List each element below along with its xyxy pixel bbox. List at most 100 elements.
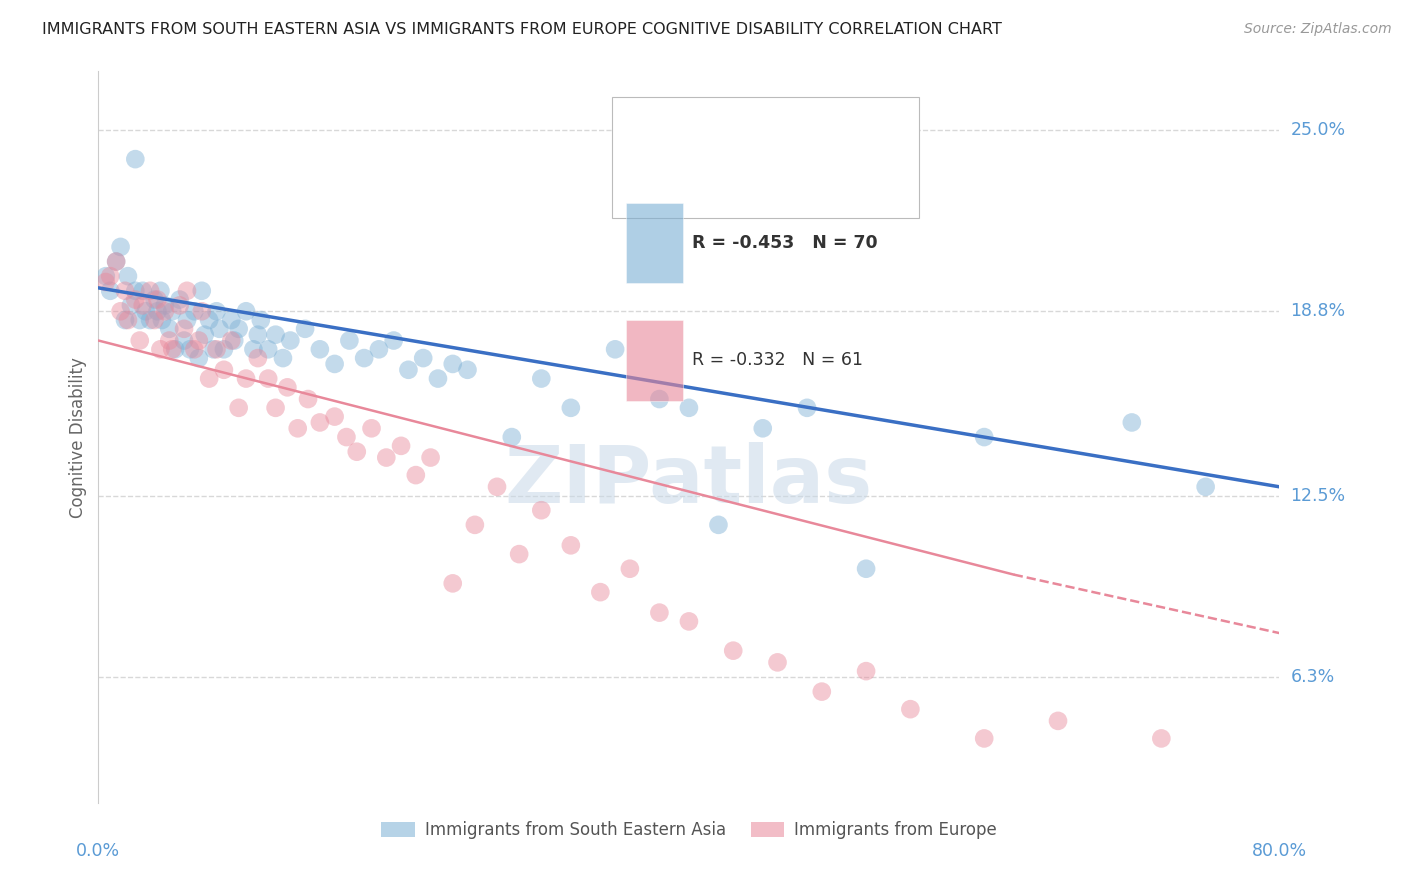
Point xyxy=(198,371,221,385)
Point xyxy=(294,322,316,336)
Text: ZIPatlas: ZIPatlas xyxy=(505,442,873,520)
Point xyxy=(346,444,368,458)
Point xyxy=(191,284,214,298)
Point xyxy=(191,304,214,318)
Point xyxy=(194,327,217,342)
Point xyxy=(560,401,582,415)
Point xyxy=(98,284,121,298)
Point xyxy=(110,304,132,318)
Point xyxy=(128,334,150,348)
Text: R = -0.332   N = 61: R = -0.332 N = 61 xyxy=(693,351,863,369)
Point xyxy=(560,538,582,552)
Point xyxy=(105,254,128,268)
Point xyxy=(309,416,332,430)
Point xyxy=(280,334,302,348)
Point xyxy=(530,371,553,385)
Text: IMMIGRANTS FROM SOUTH EASTERN ASIA VS IMMIGRANTS FROM EUROPE COGNITIVE DISABILIT: IMMIGRANTS FROM SOUTH EASTERN ASIA VS IM… xyxy=(42,22,1002,37)
Point xyxy=(855,562,877,576)
Text: 6.3%: 6.3% xyxy=(1291,668,1334,686)
Point xyxy=(368,343,391,357)
Point xyxy=(143,313,166,327)
Point xyxy=(678,615,700,629)
Point xyxy=(205,304,228,318)
Legend: Immigrants from South Eastern Asia, Immigrants from Europe: Immigrants from South Eastern Asia, Immi… xyxy=(374,814,1004,846)
Point xyxy=(224,334,246,348)
Point xyxy=(382,334,405,348)
Point xyxy=(94,269,117,284)
Point xyxy=(297,392,319,406)
Point xyxy=(114,284,136,298)
Point xyxy=(412,351,434,365)
Point xyxy=(810,684,832,698)
Point xyxy=(139,313,162,327)
Point xyxy=(264,401,287,415)
Point xyxy=(165,343,187,357)
Point xyxy=(212,343,235,357)
Point xyxy=(120,298,142,312)
Point xyxy=(530,503,553,517)
Point xyxy=(457,363,479,377)
Point xyxy=(208,322,231,336)
Point xyxy=(900,702,922,716)
Text: 25.0%: 25.0% xyxy=(1291,121,1346,139)
Point xyxy=(176,284,198,298)
Point xyxy=(150,313,173,327)
Text: 18.8%: 18.8% xyxy=(1291,302,1346,320)
Point xyxy=(179,343,201,357)
Point xyxy=(1195,480,1218,494)
Point xyxy=(389,439,412,453)
Point xyxy=(128,313,150,327)
Point xyxy=(246,327,269,342)
Point xyxy=(110,240,132,254)
Point xyxy=(173,322,195,336)
Point xyxy=(94,275,117,289)
Point xyxy=(464,517,486,532)
Point xyxy=(353,351,375,365)
Point xyxy=(723,643,745,657)
FancyBboxPatch shape xyxy=(626,320,683,401)
Point xyxy=(139,284,162,298)
Point xyxy=(157,334,180,348)
Point xyxy=(149,284,172,298)
Point xyxy=(707,517,730,532)
Point xyxy=(427,371,450,385)
Point xyxy=(124,293,146,307)
Point xyxy=(250,313,273,327)
Point xyxy=(441,576,464,591)
Point xyxy=(212,363,235,377)
Point xyxy=(855,664,877,678)
Point xyxy=(419,450,441,465)
Point xyxy=(335,430,357,444)
Point xyxy=(309,343,332,357)
Point xyxy=(508,547,530,561)
Point xyxy=(973,430,995,444)
Point xyxy=(648,392,671,406)
Point xyxy=(752,421,775,435)
Point xyxy=(124,152,146,166)
Point xyxy=(766,656,789,670)
Point xyxy=(135,304,157,318)
Point xyxy=(173,334,195,348)
Point xyxy=(132,298,155,312)
Point xyxy=(183,304,205,318)
Point xyxy=(221,313,243,327)
Point xyxy=(143,293,166,307)
Point xyxy=(405,468,427,483)
Point xyxy=(228,401,250,415)
Point xyxy=(105,254,128,268)
Point xyxy=(153,298,176,312)
Point xyxy=(605,343,627,357)
Point xyxy=(124,284,146,298)
Point xyxy=(1121,416,1143,430)
Point xyxy=(441,357,464,371)
Point xyxy=(235,304,257,318)
Point xyxy=(323,409,346,424)
Point xyxy=(205,343,228,357)
FancyBboxPatch shape xyxy=(612,97,920,218)
Point xyxy=(796,401,818,415)
Text: Source: ZipAtlas.com: Source: ZipAtlas.com xyxy=(1244,22,1392,37)
Text: 0.0%: 0.0% xyxy=(76,842,121,860)
Point xyxy=(287,421,309,435)
Point xyxy=(153,304,176,318)
Point xyxy=(117,313,139,327)
